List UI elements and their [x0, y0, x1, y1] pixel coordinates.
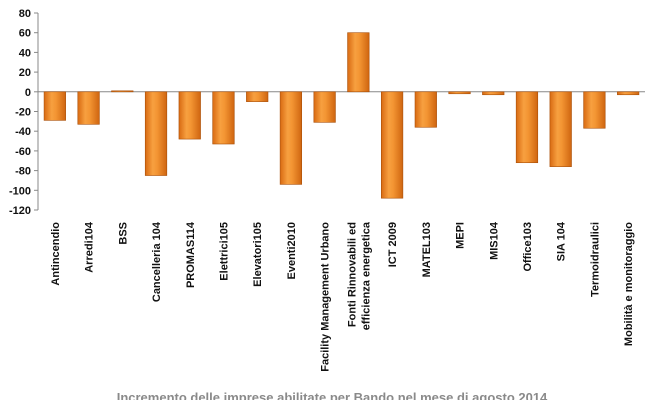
category-label-group: Antincendio	[50, 222, 62, 286]
category-label-group: Cancelleria 104	[151, 221, 163, 302]
category-label: Antincendio	[50, 222, 62, 286]
y-tick-label: -20	[15, 107, 31, 119]
category-label-group: MATEL103	[421, 222, 433, 277]
category-label: Elevatori105	[252, 222, 264, 287]
bars-layer	[43, 32, 640, 199]
bar	[77, 91, 100, 125]
category-label-group: SIA 104	[556, 221, 568, 261]
bar	[448, 91, 471, 95]
category-label: Office103	[522, 222, 534, 272]
category-label-group: Office103	[522, 222, 534, 272]
y-tick-label: -100	[9, 185, 31, 197]
bar	[414, 91, 437, 128]
bar	[111, 90, 134, 93]
category-label: Eventi2010	[286, 222, 298, 279]
bar	[43, 91, 66, 121]
bar	[617, 91, 640, 96]
bar	[549, 91, 572, 167]
category-labels: Antincendio Arredi104 BSS Cancelleria 104 PR…	[50, 221, 635, 372]
bar	[482, 91, 505, 96]
bar	[212, 91, 235, 145]
category-label: Mobilità e monitoraggio	[623, 222, 635, 346]
category-label: Termoidraulici	[589, 222, 601, 297]
category-label: MEPI	[455, 222, 467, 249]
y-tick-label: 0	[25, 87, 31, 99]
bar	[347, 32, 370, 93]
category-label-group: Elettrici105	[218, 222, 230, 281]
bar	[380, 91, 404, 199]
y-tick-label: 20	[19, 67, 31, 79]
category-label-group: PROMAS114	[185, 221, 197, 288]
axis-layer: 80 60 40 20 0 -20 -40 -60 -80 -100 -120	[9, 8, 645, 217]
bar	[515, 91, 539, 164]
y-tick-label: 80	[19, 8, 31, 20]
bar	[313, 91, 336, 123]
bar	[583, 91, 606, 129]
category-label-group: MIS104	[488, 221, 500, 260]
category-label-group: Fonti Rinnovabili ed efficienza energetic…	[346, 221, 372, 330]
category-label-group: MEPI	[455, 222, 467, 249]
y-tick-label: -60	[15, 146, 31, 158]
category-label-group: Arredi104	[84, 221, 96, 273]
y-tick-label: -40	[15, 126, 31, 138]
bar	[144, 91, 168, 176]
category-label-group: Termoidraulici	[589, 222, 601, 297]
category-label: Fonti Rinnovabili ed efficienza energetic…	[346, 221, 372, 330]
bar	[246, 91, 269, 102]
category-label-group: BSS	[117, 222, 129, 245]
category-label-group: Facility Management Urbano	[320, 222, 332, 372]
category-label: MIS104	[488, 221, 500, 260]
category-label: Elettrici105	[218, 222, 230, 281]
y-tick-label: 60	[19, 28, 31, 40]
category-label: PROMAS114	[185, 221, 197, 288]
bar	[178, 91, 201, 140]
y-tick-label: -80	[15, 166, 31, 178]
category-label-group: Elevatori105	[252, 222, 264, 287]
category-label: Facility Management Urbano	[320, 222, 332, 372]
y-tick-label: 40	[19, 47, 31, 59]
category-label: Cancelleria 104	[151, 221, 163, 302]
category-label: MATEL103	[421, 222, 433, 277]
category-label: ICT 2009	[387, 222, 399, 267]
bar	[279, 91, 303, 185]
chart-title: Incremento delle imprese abilitate per B…	[117, 390, 548, 400]
category-label: Arredi104	[84, 221, 96, 273]
y-tick-label: -120	[9, 205, 31, 217]
category-label-group: Eventi2010	[286, 222, 298, 279]
category-label-group: Mobilità e monitoraggio	[623, 222, 635, 346]
category-label: BSS	[117, 222, 129, 245]
category-label-group: ICT 2009	[387, 222, 399, 267]
category-label: SIA 104	[556, 221, 568, 261]
